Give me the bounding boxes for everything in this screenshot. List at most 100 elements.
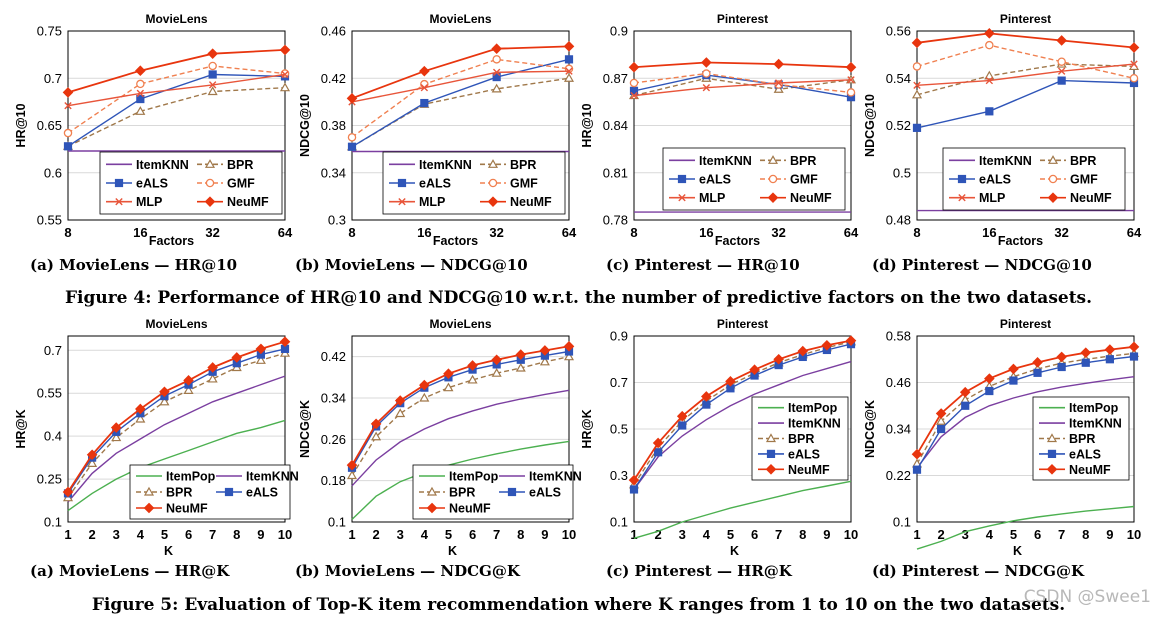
data-point-neumf — [1104, 344, 1116, 355]
chart-title: MovieLens — [429, 317, 491, 331]
data-point-eals — [1033, 368, 1042, 377]
legend-label-itemknn: ItemKNN — [979, 154, 1032, 168]
data-point-bpr — [279, 82, 291, 92]
legend-marker-mlp — [398, 197, 406, 206]
x-tick-label: 64 — [844, 225, 859, 240]
x-tick-label: 2 — [372, 527, 379, 542]
y-tick-label: 0.48 — [886, 213, 911, 228]
legend-marker-neumf — [204, 196, 216, 207]
legend-marker-neumf — [1047, 192, 1059, 203]
data-point-neumf — [959, 386, 971, 398]
series-line-eals — [351, 350, 570, 469]
data-point-eals — [347, 142, 357, 151]
data-point-eals — [1081, 358, 1090, 367]
series-line-neumf — [351, 45, 570, 100]
x-tick-label: 32 — [489, 225, 503, 240]
subcaption-5c: (c) Pinterest — HR@K — [606, 562, 792, 580]
data-point-eals — [1129, 352, 1139, 361]
legend-label-gmf: GMF — [1070, 173, 1098, 187]
data-point-neumf — [231, 352, 243, 363]
y-axis-label: HR@10 — [14, 103, 28, 147]
series-line-eals — [67, 73, 286, 147]
data-point-bpr — [207, 373, 218, 383]
y-tick-label: 0.56 — [886, 24, 911, 39]
y-axis-label: NDCG@10 — [863, 94, 877, 157]
legend-marker-mlp — [115, 197, 123, 206]
data-point-neumf — [207, 48, 218, 59]
legend: ItemKNN BPR eALS GMF MLP NeuMF — [942, 147, 1126, 211]
data-point-gmf — [208, 61, 217, 71]
series-line-bpr — [67, 352, 286, 499]
x-axis-label: K — [448, 544, 457, 558]
x-tick-label: 7 — [493, 527, 500, 542]
y-tick-label: 0.1 — [44, 515, 62, 530]
x-tick-label: 3 — [113, 527, 120, 542]
plot-frame — [351, 335, 570, 523]
data-point-neumf — [676, 410, 688, 422]
x-tick-label: 16 — [982, 225, 996, 240]
x-tick-label: 7 — [775, 527, 782, 542]
data-point-eals — [420, 98, 429, 108]
y-axis-label: NDCG@10 — [298, 94, 312, 157]
data-point-eals — [985, 386, 994, 396]
series-line-itempop — [633, 480, 852, 539]
legend-marker-bpr — [426, 486, 438, 496]
chart-title: Pinterest — [1000, 317, 1051, 331]
x-axis-label: K — [1013, 544, 1022, 558]
data-point-gmf — [629, 78, 639, 88]
legend-marker-bpr — [765, 433, 777, 443]
subcaption-5a: (a) MovieLens — HR@K — [30, 562, 230, 580]
legend-label-itemknn: ItemKNN — [246, 470, 299, 484]
legend-marker-bpr — [1047, 155, 1059, 164]
data-point-mlp — [702, 84, 711, 92]
legend-label-mlp: MLP — [419, 195, 445, 209]
x-tick-label: 8 — [630, 225, 637, 240]
series-line-itemknn — [916, 376, 1135, 469]
data-point-neumf — [1056, 351, 1067, 363]
x-tick-label: 32 — [205, 225, 219, 240]
y-tick-label: 0.34 — [321, 165, 346, 180]
chart-title: Pinterest — [1000, 12, 1051, 26]
legend-marker-eals — [224, 487, 234, 497]
plot-frame — [67, 335, 286, 523]
y-tick-label: 0.4 — [44, 429, 62, 444]
x-tick-label: 2 — [88, 527, 95, 542]
x-tick-label: 3 — [962, 527, 969, 542]
subcaption-4c: (c) Pinterest — HR@10 — [606, 256, 800, 274]
x-tick-label: 2 — [654, 527, 661, 542]
legend-marker-bpr — [204, 159, 216, 168]
data-point-neumf — [62, 87, 74, 98]
data-point-neumf — [773, 58, 784, 70]
x-tick-label: 1 — [913, 527, 920, 542]
data-point-bpr — [207, 86, 218, 96]
y-axis-label: HR@K — [580, 409, 594, 448]
series-line-mlp — [67, 73, 286, 107]
data-point-gmf — [846, 88, 856, 97]
data-point-neumf — [1056, 35, 1067, 46]
legend-marker-bpr — [767, 155, 779, 164]
series-line-bpr — [916, 63, 1135, 96]
chart-panel-8: 0.1 0.22 0.34 0.46 0.58 1 2 3 4 5 6 7 8 9 10 Pinterest K… — [863, 317, 1141, 558]
chart-panel-1: 0.55 0.6 0.65 0.7 0.75 8 16 32 64 MovieLens Factor… — [14, 12, 293, 248]
series-line-eals — [633, 74, 852, 98]
data-point-eals — [678, 421, 687, 430]
y-tick-label: 0.25 — [37, 472, 62, 487]
data-point-eals — [629, 485, 639, 494]
data-point-neumf — [539, 345, 551, 356]
data-point-mlp — [420, 84, 429, 92]
data-point-neumf — [279, 336, 291, 348]
legend-marker-mlp — [678, 193, 686, 202]
legend-marker-gmf — [1048, 174, 1058, 184]
chart-panel-5: 0.1 0.25 0.4 0.55 0.7 1 2 3 4 5 6 7 8 9 10 MovieLens K HR… — [14, 317, 299, 558]
legend-marker-gmf — [205, 178, 215, 188]
series-line-bpr — [633, 77, 852, 97]
x-tick-label: 8 — [1082, 527, 1089, 542]
legend-label-bpr: BPR — [788, 432, 814, 446]
chart-panel-7: 0.1 0.3 0.5 0.7 0.9 1 2 3 4 5 6 7 8 9 10 Pinterest K HR@K… — [580, 317, 858, 558]
data-point-eals — [912, 123, 922, 132]
data-point-neumf — [911, 37, 923, 49]
plot-frame — [633, 30, 852, 221]
data-point-neumf — [491, 43, 502, 55]
x-tick-label: 4 — [137, 527, 145, 542]
